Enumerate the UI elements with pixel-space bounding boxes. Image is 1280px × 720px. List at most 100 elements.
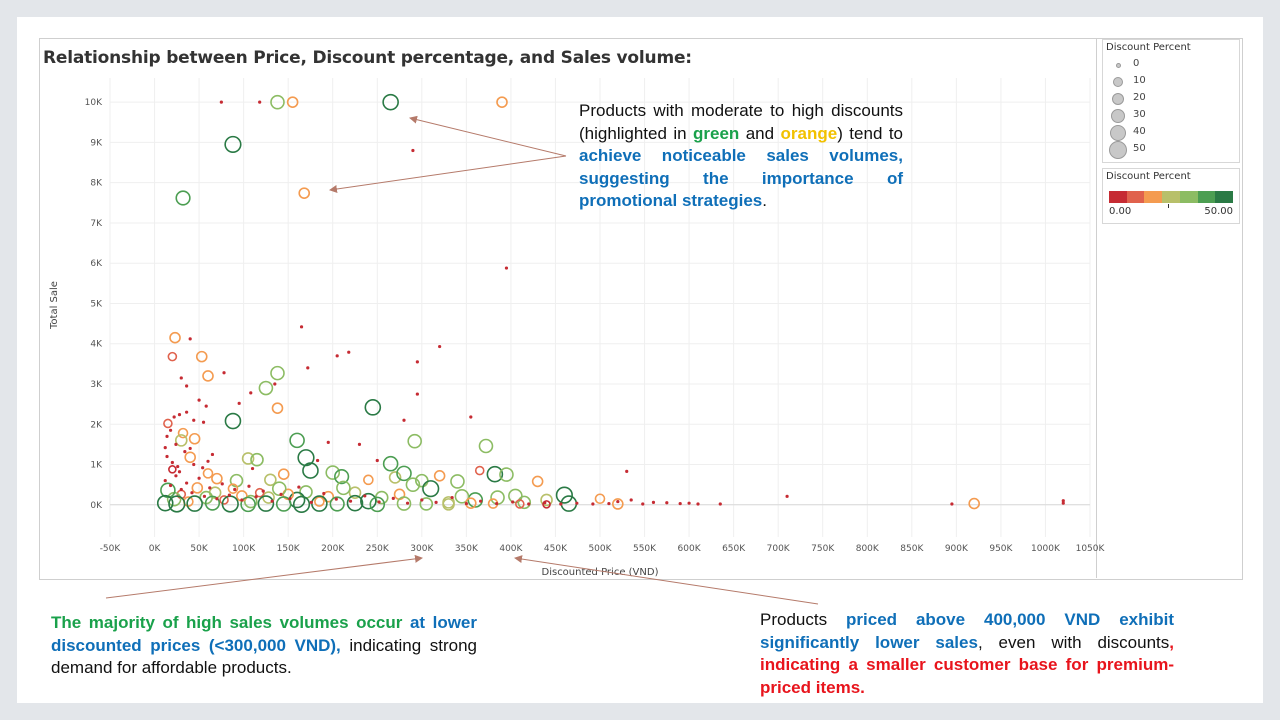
data-point [224,135,242,154]
color-swatch [1215,191,1234,203]
size-legend-circle [1113,77,1123,87]
data-point [665,501,669,505]
data-point [163,418,173,429]
data-point [363,494,367,498]
annotation-blue-text: achieve noticeable sales volumes, sugges… [579,146,903,210]
data-point [237,401,241,405]
size-legend: Discount Percent 0 10 20 30 40 50 [1102,39,1240,163]
data-point [210,452,215,457]
size-legend-entry: 0 [1107,56,1227,73]
data-point [311,495,328,512]
color-swatch [1126,191,1145,203]
x-axis-label: Discounted Price (VND) [542,567,659,578]
data-point [261,489,265,493]
annotation-bottom-left: The majority of high sales volumes occur… [51,612,477,680]
data-point [195,350,208,363]
data-point [202,370,214,382]
size-legend-entry: 30 [1107,107,1227,124]
data-point [950,502,954,506]
x-tick-label: 450K [544,544,568,554]
annotation-text: indicating strong demand for affordable … [51,635,477,678]
data-point [168,428,173,432]
data-point [422,480,440,498]
data-point [559,502,563,506]
data-point [420,498,424,502]
data-point [270,499,274,503]
data-point [511,500,515,504]
data-point [336,480,351,496]
sheet-divider [1096,38,1097,578]
data-point [369,496,386,513]
data-point [222,371,226,375]
data-point [208,486,212,490]
x-tick-label: 400K [499,544,523,554]
data-point [156,494,174,512]
annotation-bottom-right: Products priced above 400,000 VND exhibi… [760,609,1174,699]
x-tick-label: 1050K [1076,544,1106,554]
data-point [271,481,287,496]
data-point [438,344,442,349]
data-point [168,483,173,488]
data-point [542,500,551,509]
data-point [289,432,305,449]
y-tick-label: 8K [90,179,103,189]
data-point [270,94,285,110]
x-tick-label: 550K [633,544,657,554]
data-point [375,458,379,463]
data-point [434,500,438,504]
data-point [405,501,410,505]
x-tick-label: 800K [856,544,880,554]
data-point [306,366,310,370]
data-point [179,376,183,380]
data-point [396,496,412,511]
annotation-text: highlighted in [584,123,693,143]
y-tick-label: 3K [90,380,103,390]
data-point [167,351,178,362]
data-point [270,365,285,381]
size-legend-entry: 10 [1107,73,1227,90]
data-point [335,354,339,358]
data-point [183,450,187,454]
x-tick-label: 350K [455,544,479,554]
data-point [215,497,219,501]
data-point [168,495,186,513]
data-point [233,487,237,492]
data-point [575,501,579,505]
data-point [405,477,421,492]
data-point [174,434,188,447]
data-point [450,495,454,500]
annotation-red-text: indicating a smaller customer base for p… [760,655,1174,697]
color-legend-tick [1168,204,1169,208]
data-point [219,100,223,104]
data-point [271,402,284,414]
data-point [334,497,338,501]
data-point [191,482,204,494]
size-legend-label: 50 [1133,143,1146,154]
data-point [396,465,412,482]
color-swatch [1144,191,1163,203]
data-point [177,427,189,439]
data-point [625,469,629,473]
color-legend: Discount Percent 0.00 50.00 [1102,168,1240,224]
data-point [250,466,255,471]
data-point [177,413,182,417]
size-legend-label: 40 [1133,126,1146,137]
size-legend-circle [1112,93,1124,105]
data-point [469,415,473,419]
data-point [479,499,483,503]
data-point [299,325,304,329]
y-tick-label: 9K [90,138,103,148]
data-point [499,467,514,482]
x-tick-label: 750K [811,544,835,554]
data-point [314,496,325,507]
data-point [442,498,455,511]
data-point [348,486,362,500]
data-point [433,469,446,482]
x-tick-label: 650K [722,544,746,554]
grid [109,78,1091,537]
data-point [607,501,611,506]
data-point [391,496,395,500]
y-tick-label: 2K [90,420,103,430]
data-point [687,501,691,505]
